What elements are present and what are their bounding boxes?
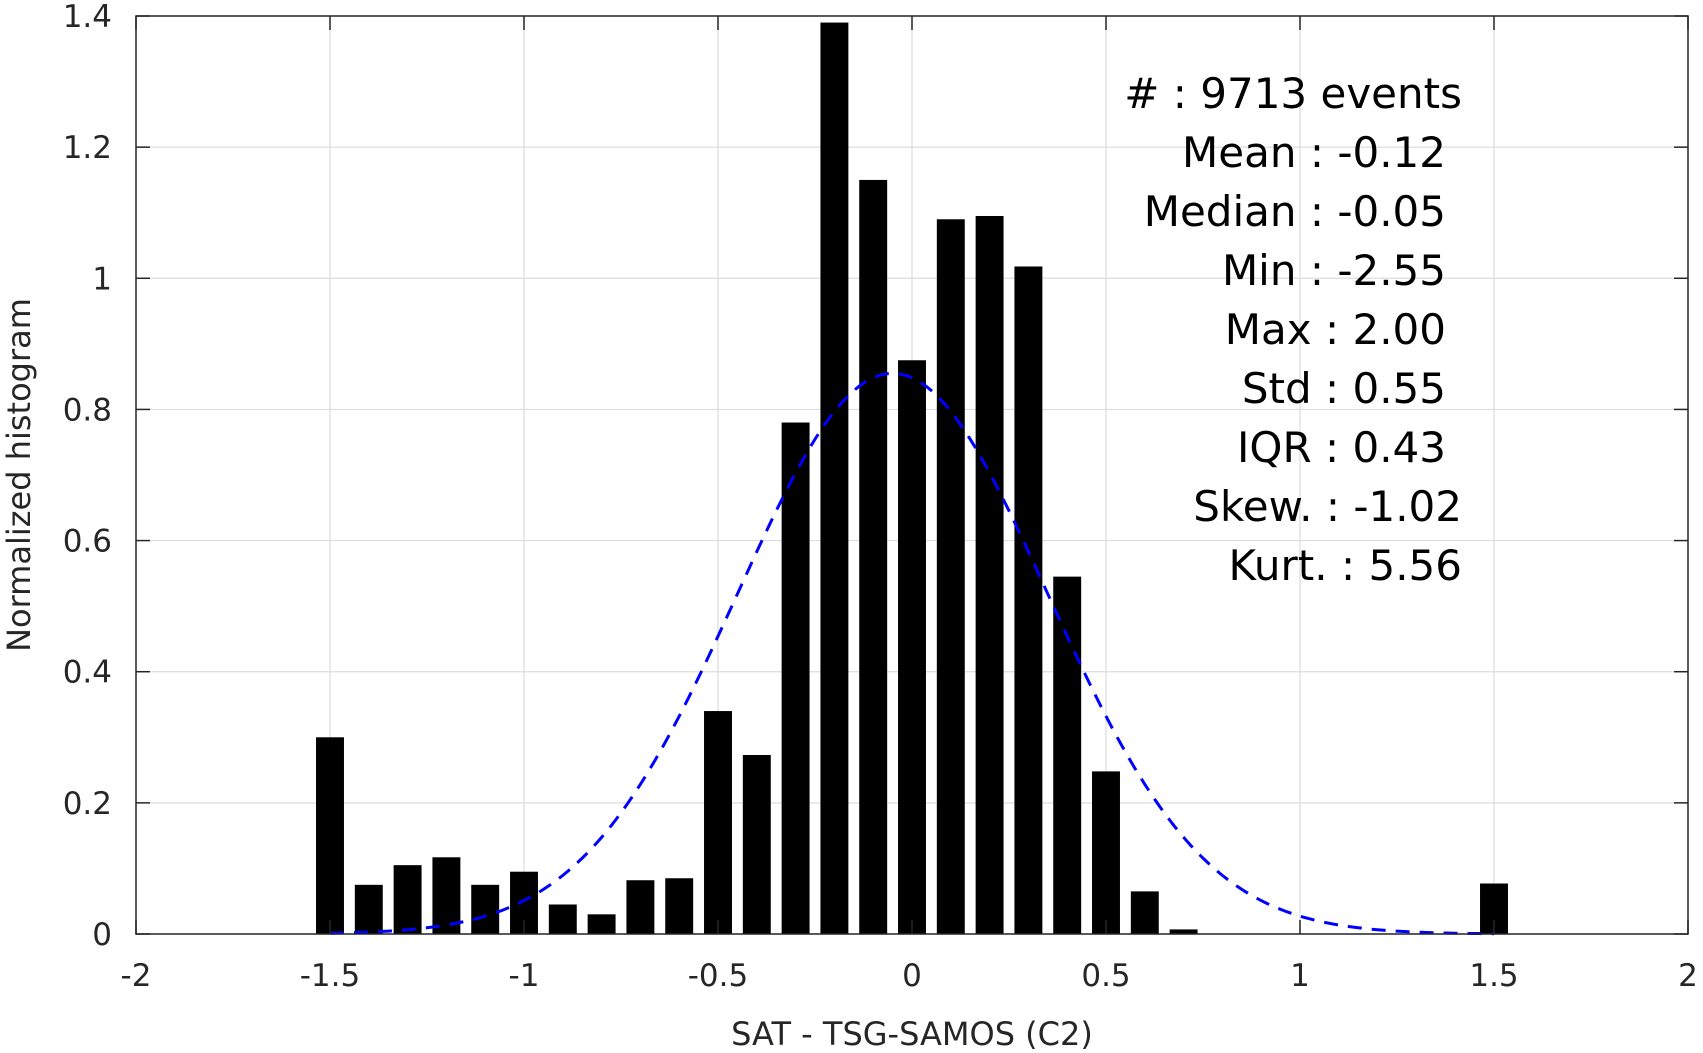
- stat-skew: Skew. : -1.02: [1193, 482, 1462, 531]
- stat-mean: Mean : -0.12: [1182, 128, 1446, 177]
- histogram-bar: [820, 22, 849, 935]
- histogram-bar: [432, 857, 461, 934]
- x-tick-label: 1: [1290, 958, 1310, 994]
- x-axis-label: SAT - TSG-SAMOS (C2): [731, 1015, 1093, 1053]
- x-tick-label: 1.5: [1469, 958, 1518, 994]
- histogram-bar: [859, 179, 888, 934]
- x-tick-label: 0.5: [1081, 958, 1130, 994]
- y-tick-label: 0.4: [63, 655, 112, 691]
- histogram-bar: [1053, 576, 1082, 934]
- histogram-bar: [626, 880, 655, 934]
- histogram-bar: [1014, 266, 1043, 934]
- stat-iqr: IQR : 0.43: [1237, 423, 1446, 472]
- y-tick-labels: 0 0.2 0.4 0.6 0.8 1 1.2 1.4: [63, 0, 112, 953]
- y-tick-label: 1.4: [63, 0, 112, 35]
- y-tick-label: 0.2: [63, 786, 112, 822]
- histogram-bar: [1169, 929, 1198, 934]
- stat-max: Max : 2.00: [1225, 305, 1446, 354]
- stat-std: Std : 0.55: [1242, 364, 1446, 413]
- histogram-bar: [393, 865, 422, 934]
- x-tick-label: -1.5: [300, 958, 361, 994]
- histogram-bar: [548, 904, 577, 934]
- histogram-bar: [471, 884, 500, 934]
- stat-kurt: Kurt. : 5.56: [1228, 541, 1462, 590]
- histogram-bar: [898, 360, 926, 934]
- histogram-bar: [781, 422, 810, 934]
- y-axis-label: Normalized histogram: [0, 298, 38, 652]
- x-tick-label: 2: [1678, 958, 1698, 994]
- stat-count: # : 9713 events: [1124, 69, 1462, 118]
- stat-median: Median : -0.05: [1144, 187, 1446, 236]
- x-tick-labels: -2 -1.5 -1 -0.5 0 0.5 1 1.5 2: [121, 958, 1698, 994]
- x-tick-label: 0: [902, 958, 922, 994]
- histogram-bar: [742, 754, 771, 934]
- histogram-bar: [316, 737, 344, 934]
- histogram-bar: [975, 215, 1004, 934]
- normal-fit-curve: [329, 371, 1495, 936]
- y-tick-label: 1: [92, 261, 112, 297]
- y-tick-label: 1.2: [63, 130, 112, 166]
- histogram-bar: [1130, 891, 1159, 934]
- histogram-bar: [665, 878, 694, 934]
- stat-min: Min : -2.55: [1222, 246, 1446, 295]
- statistics-annotation: # : 9713 events Mean : -0.12 Median : -0…: [1124, 69, 1462, 590]
- x-tick-label: -2: [121, 958, 152, 994]
- axis-ticks: [135, 15, 1689, 935]
- histogram-bar: [936, 219, 965, 934]
- histogram-bar: [587, 914, 616, 934]
- x-tick-label: -0.5: [688, 958, 749, 994]
- histogram-bar: [354, 884, 383, 934]
- y-tick-label: 0.8: [63, 392, 112, 428]
- x-tick-label: -1: [509, 958, 540, 994]
- y-tick-label: 0: [92, 917, 112, 953]
- y-tick-label: 0.6: [63, 524, 112, 560]
- histogram-bar: [1092, 771, 1120, 934]
- histogram-bar: [704, 711, 732, 934]
